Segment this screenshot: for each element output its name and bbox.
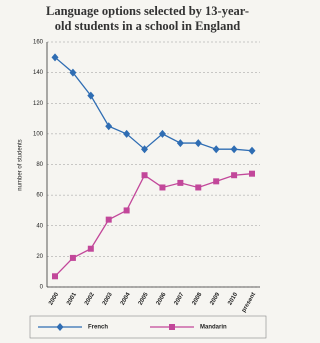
x-tick-label: present bbox=[241, 292, 257, 314]
y-tick-label: 0 bbox=[40, 285, 44, 291]
x-tick-label: 2006 bbox=[156, 291, 168, 306]
y-tick-label: 140 bbox=[33, 70, 44, 76]
y-tick-label: 120 bbox=[33, 101, 44, 107]
marker bbox=[52, 273, 58, 280]
marker bbox=[105, 216, 112, 223]
y-tick-label: 60 bbox=[36, 193, 43, 199]
page: Language options selected by 13-year-old… bbox=[18, 4, 267, 339]
marker bbox=[69, 254, 76, 261]
legend-label: Mandarin bbox=[200, 325, 227, 331]
marker bbox=[123, 129, 131, 138]
marker bbox=[213, 178, 220, 185]
x-tick-label: 2001 bbox=[66, 291, 78, 306]
x-tick-label: 2002 bbox=[84, 291, 96, 306]
x-tick-label: 2007 bbox=[174, 291, 186, 306]
marker bbox=[105, 122, 113, 131]
marker bbox=[231, 172, 238, 179]
marker bbox=[176, 139, 184, 148]
x-tick-label: 2004 bbox=[120, 291, 132, 306]
marker bbox=[169, 324, 175, 330]
marker bbox=[249, 170, 255, 177]
marker bbox=[69, 68, 77, 77]
marker bbox=[87, 91, 95, 100]
marker bbox=[56, 323, 64, 331]
marker bbox=[212, 145, 220, 154]
x-tick-label: 2009 bbox=[209, 291, 221, 306]
chart-title: Language options selected by 13-year-old… bbox=[46, 4, 249, 33]
marker bbox=[123, 207, 130, 214]
x-tick-label: 2010 bbox=[227, 291, 239, 306]
marker bbox=[158, 129, 166, 138]
y-tick-label: 20 bbox=[36, 254, 43, 260]
x-tick-label: 2005 bbox=[138, 291, 150, 306]
marker bbox=[177, 179, 184, 186]
y-tick-label: 40 bbox=[36, 223, 43, 229]
marker bbox=[194, 139, 202, 148]
chart: number of students 0 20 40 60 80 100 120 140 160… bbox=[18, 40, 267, 339]
line bbox=[54, 56, 253, 152]
legend-box bbox=[29, 315, 267, 339]
marker bbox=[159, 184, 166, 191]
marker bbox=[230, 145, 238, 154]
x-tick-label: 2008 bbox=[191, 291, 203, 306]
marker bbox=[248, 146, 256, 155]
marker bbox=[141, 172, 148, 179]
y-axis-label: number of students bbox=[18, 139, 24, 190]
line bbox=[54, 173, 253, 277]
x-tick-label: 2000 bbox=[48, 291, 60, 306]
marker bbox=[195, 184, 202, 191]
marker bbox=[51, 53, 59, 62]
marker bbox=[141, 145, 149, 154]
y-tick-label: 100 bbox=[33, 131, 44, 137]
legend-label: French bbox=[88, 325, 108, 331]
marker bbox=[87, 245, 94, 252]
x-tick-label: 2003 bbox=[102, 291, 114, 306]
y-tick-label: 80 bbox=[36, 162, 43, 168]
y-tick-label: 160 bbox=[33, 40, 44, 46]
